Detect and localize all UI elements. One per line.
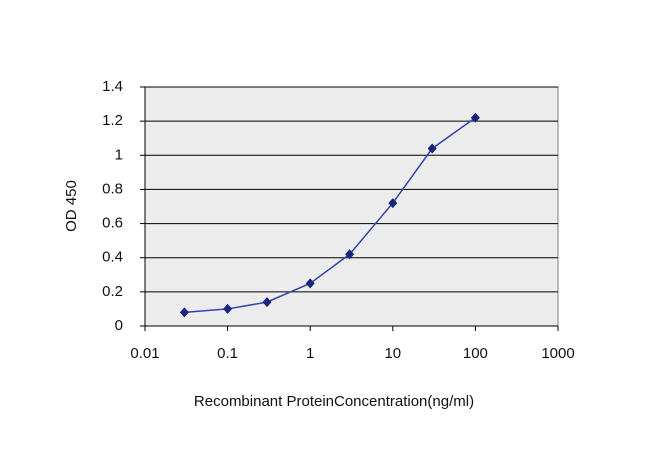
x-tick-label: 100	[463, 345, 488, 362]
x-tick-label: 10	[384, 345, 401, 362]
x-tick-label: 0.01	[130, 345, 159, 362]
x-tick-label: 0.1	[217, 345, 238, 362]
y-tick-label: 0	[115, 317, 123, 334]
y-tick-label: 1.4	[102, 78, 123, 95]
y-axis-label: OD 450	[63, 180, 80, 232]
data-point	[223, 303, 233, 314]
y-tick-label: 1.2	[102, 112, 123, 129]
data-line	[184, 117, 476, 314]
x-tick-label: 1	[306, 345, 314, 362]
data-point	[427, 143, 437, 154]
data-point	[179, 307, 189, 318]
y-tick-label: 0.2	[102, 283, 123, 300]
y-tick-label: 0.8	[102, 180, 123, 197]
y-tick-label: 0.4	[102, 249, 123, 266]
y-tick-label: 1	[115, 146, 123, 163]
data-point	[262, 297, 272, 308]
x-tick-label: 1000	[541, 345, 574, 362]
data-point	[470, 112, 480, 123]
plot-area	[144, 86, 559, 327]
x-axis-label: Recombinant ProteinConcentration(ng/ml)	[194, 393, 474, 410]
data-point	[388, 198, 398, 209]
y-tick-label: 0.6	[102, 215, 123, 232]
data-point	[305, 278, 315, 289]
data-point	[345, 249, 355, 260]
